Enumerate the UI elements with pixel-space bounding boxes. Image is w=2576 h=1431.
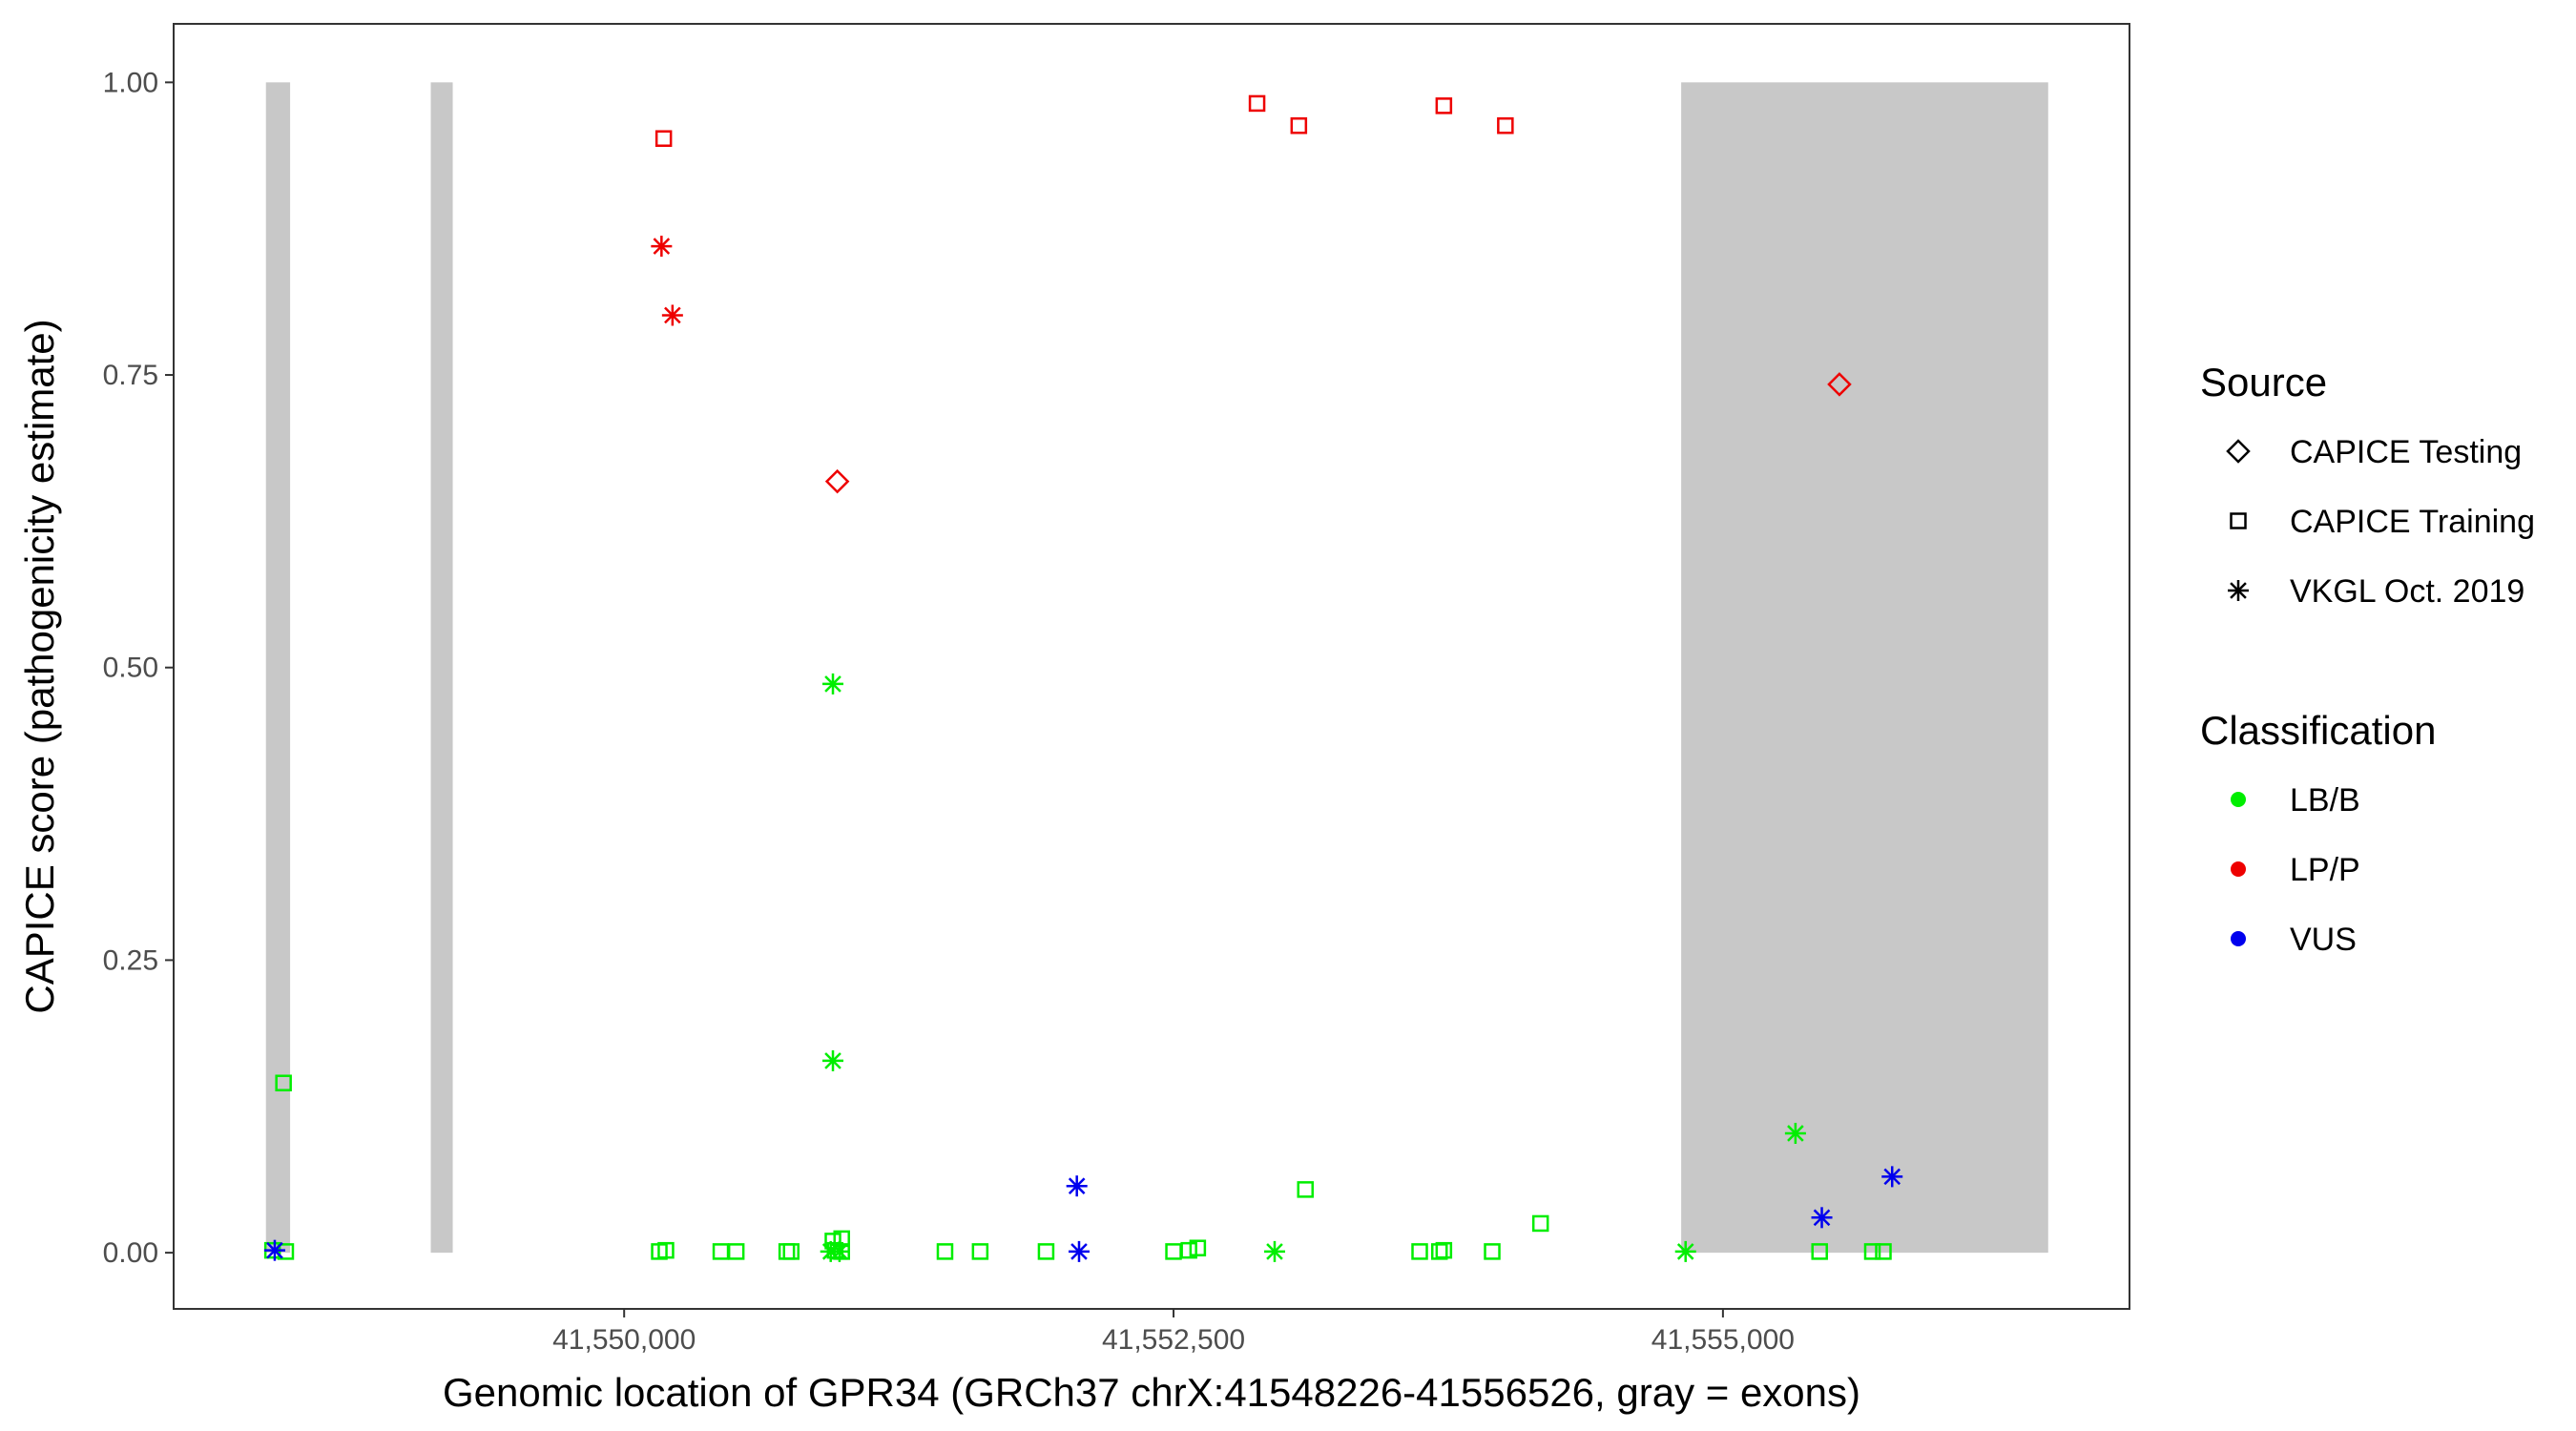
legend-source-title: Source (2200, 360, 2327, 404)
exon-band (430, 82, 453, 1254)
legend-classification-label: LP/P (2290, 852, 2360, 888)
data-point (1435, 97, 1453, 114)
data-points (263, 94, 1903, 1262)
data-point (828, 1240, 850, 1262)
data-point (1811, 1243, 1828, 1260)
data-point (782, 1243, 800, 1260)
plot-panel (173, 23, 2130, 1310)
data-point (1674, 1240, 1696, 1262)
data-point (936, 1243, 954, 1260)
y-tick-label: 0.25 (103, 944, 158, 976)
y-axis-title: CAPICE score (pathogenicity estimate) (17, 319, 62, 1013)
data-point (1297, 1181, 1314, 1198)
exon-layer (265, 82, 2048, 1254)
x-tick-label: 41,550,000 (552, 1324, 696, 1356)
data-point (822, 673, 844, 695)
data-point (1165, 1243, 1182, 1260)
data-point (657, 1241, 675, 1259)
data-point (1435, 1241, 1453, 1259)
data-point (1875, 1243, 1892, 1260)
legend-source-label: VKGL Oct. 2019 (2290, 573, 2524, 610)
legend-key-dot-icon (2231, 931, 2246, 946)
legend-classification-label: VUS (2290, 922, 2357, 958)
x-tick-label: 41,555,000 (1652, 1324, 1795, 1356)
data-point (1784, 1122, 1806, 1144)
data-point (661, 304, 683, 326)
data-point (1263, 1240, 1285, 1262)
data-point (727, 1243, 745, 1260)
data-point (1411, 1243, 1428, 1260)
data-point (1290, 116, 1308, 135)
data-point (971, 1243, 989, 1260)
x-axis-title: Genomic location of GPR34 (GRCh37 chrX:4… (443, 1370, 1860, 1415)
y-tick-label: 0.75 (103, 360, 158, 391)
data-point (824, 468, 850, 494)
exon-band (265, 82, 291, 1254)
legend: Source Classification CAPICE Testing CAPI… (2200, 360, 2535, 958)
data-point (1066, 1175, 1088, 1197)
data-point (1068, 1240, 1090, 1262)
y-tick-label: 0.00 (103, 1237, 158, 1269)
data-point (1484, 1243, 1501, 1260)
data-point (1189, 1239, 1207, 1256)
legend-classification-title: Classification (2200, 708, 2436, 753)
data-point (651, 236, 673, 258)
data-point (1180, 1241, 1197, 1259)
legend-key-dot-icon (2231, 861, 2246, 877)
data-point (1827, 372, 1852, 397)
axis-ticks: 0.00 0.25 0.50 0.75 1.00 41,550,000 41,552,500… (103, 67, 1795, 1356)
y-tick-label: 0.50 (103, 653, 158, 684)
legend-key-diamond-icon (2226, 439, 2251, 464)
data-point (822, 1049, 844, 1071)
legend-source-label: CAPICE Training (2290, 504, 2535, 540)
legend-classification-label: LB/B (2290, 782, 2360, 819)
legend-key-dot-icon (2231, 792, 2246, 807)
y-tick-label: 1.00 (103, 67, 158, 98)
data-point (654, 130, 673, 147)
data-point (1248, 94, 1266, 113)
data-point (712, 1243, 730, 1260)
data-point (1037, 1243, 1055, 1260)
data-point (1863, 1243, 1881, 1260)
legend-key-asterisk-icon (2228, 580, 2249, 601)
legend-key-square-icon (2230, 512, 2247, 529)
data-point (1531, 1214, 1549, 1233)
legend-source-label: CAPICE Testing (2290, 434, 2522, 470)
data-point (778, 1243, 796, 1260)
data-point (1497, 116, 1514, 135)
exon-band (1681, 82, 2048, 1254)
data-point (1881, 1166, 1903, 1188)
data-point (275, 1074, 292, 1091)
data-point (263, 1239, 285, 1261)
x-tick-label: 41,552,500 (1102, 1324, 1245, 1356)
data-point (1811, 1207, 1833, 1229)
